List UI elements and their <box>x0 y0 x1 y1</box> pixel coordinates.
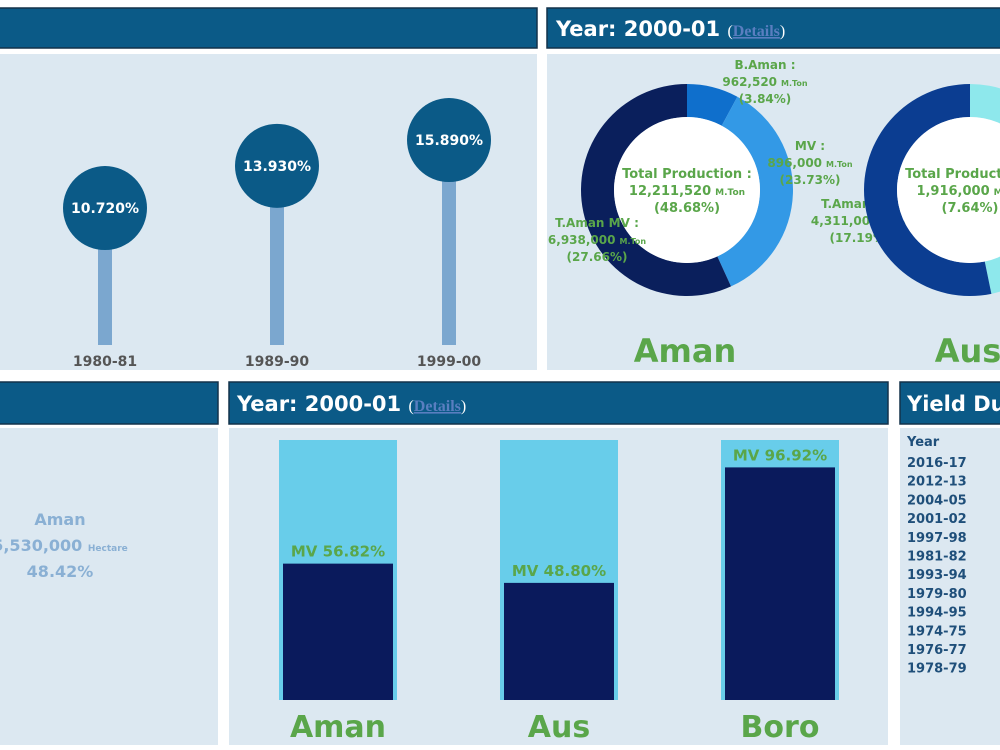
value: 896,000 <box>767 156 822 170</box>
total-label: Total Production : <box>905 167 1000 182</box>
segment-value: 6,938,000 M.Ton <box>548 233 646 247</box>
panel <box>0 428 218 745</box>
donut-segment <box>580 84 732 296</box>
value-label: MV 56.82% <box>291 543 385 561</box>
panel <box>900 428 1000 745</box>
value-label: 13.930% <box>243 159 311 175</box>
bar <box>504 582 614 700</box>
value: 962,520 <box>722 75 777 89</box>
value: 4,311,000 <box>811 214 879 228</box>
header-bar <box>0 381 219 425</box>
donut-hole <box>614 117 760 263</box>
value: 6,938,000 <box>548 233 616 247</box>
header-title: Year: 2000-01 (Details) <box>555 17 785 41</box>
header-bar <box>228 381 889 425</box>
details-link[interactable]: Details <box>733 23 780 40</box>
year-row: 1976-77 <box>907 643 967 658</box>
unit: M.Ton <box>826 160 853 169</box>
donut-name: Aman <box>634 332 736 370</box>
segment-share: (27.66%) <box>567 250 628 264</box>
paren: ( <box>408 398 413 415</box>
category-label: Boro <box>741 710 820 745</box>
donut-segment <box>864 84 992 296</box>
donut-hole <box>897 117 1000 263</box>
donut-name: Aus <box>935 332 1000 370</box>
paren: ) <box>461 398 466 415</box>
segment-value: 962,520 M.Ton <box>722 75 808 89</box>
details-link[interactable]: Details <box>414 398 461 415</box>
header-title: Yield Du <box>906 392 1000 416</box>
year-row: 2004-05 <box>907 493 967 508</box>
unit: Hectare <box>88 544 128 554</box>
year-row: 1979-80 <box>907 587 967 602</box>
value-label: MV 96.92% <box>733 446 827 464</box>
value: 12,211,520 <box>629 184 711 199</box>
year-row: 1974-75 <box>907 624 967 639</box>
donut-segment <box>687 84 738 126</box>
lollipop-head <box>63 166 147 251</box>
category-label: Aus <box>528 710 590 745</box>
stem <box>270 165 284 345</box>
lollipop-head <box>407 98 491 183</box>
header-bar <box>546 7 1000 49</box>
year-row: 1981-82 <box>907 550 967 565</box>
paren: ) <box>780 23 785 40</box>
year-row: 1993-94 <box>907 568 967 583</box>
total-share: (48.68%) <box>654 201 720 216</box>
area-share: 48.42% <box>27 562 94 581</box>
segment-name: T.Aman MV : <box>555 216 639 230</box>
stem <box>442 140 456 345</box>
segment-value: 896,000 M.Ton <box>767 156 853 170</box>
total-value: 1,916,000 M.Ton <box>916 184 1000 199</box>
total-label: Total Production : <box>622 167 752 182</box>
value-label: 15.890% <box>415 133 483 149</box>
year-row: 2016-17 <box>907 456 967 471</box>
unit: M.Ton <box>619 237 646 246</box>
segment-share: (23.73%) <box>780 173 841 187</box>
paren: ( <box>727 23 732 40</box>
title: Year: 2000-01 <box>236 392 401 416</box>
column-header: Year <box>906 435 940 450</box>
bar <box>725 467 835 700</box>
year-row: 2012-13 <box>907 475 967 490</box>
category-label: 1989-90 <box>245 354 310 370</box>
value-label: MV 48.80% <box>512 562 606 580</box>
year-row: 1997-98 <box>907 531 967 546</box>
unit: M.Ton <box>715 188 745 198</box>
area-name: Aman <box>34 510 85 529</box>
value-label: 10.720% <box>71 201 139 217</box>
category-label: Aman <box>290 710 386 745</box>
total-share: (7.64%) <box>942 201 999 216</box>
lollipop-head <box>235 123 319 208</box>
category-label: 1980-81 <box>73 354 137 370</box>
header-title: Year: 2000-01 (Details) <box>236 392 466 416</box>
segment-name: MV : <box>795 139 825 153</box>
year-row: 1994-95 <box>907 606 967 621</box>
bar <box>283 563 393 700</box>
unit: M.Ton <box>994 188 1000 198</box>
year-row: 1978-79 <box>907 662 967 677</box>
area-value: 5,530,000 Hectare <box>0 536 128 555</box>
value: 5,530,000 <box>0 536 82 555</box>
year-row: 2001-02 <box>907 512 967 527</box>
category-label: 1999-00 <box>417 354 482 370</box>
total-value: 12,211,520 M.Ton <box>629 184 745 199</box>
header-bar <box>899 381 1000 425</box>
donut-segment <box>970 84 1000 294</box>
donut-segment <box>717 96 793 287</box>
value: 1,916,000 <box>916 184 989 199</box>
header-bar <box>0 7 538 49</box>
unit: M.Ton <box>781 79 808 88</box>
title: Year: 2000-01 <box>555 17 720 41</box>
segment-share: (3.84%) <box>739 92 792 106</box>
segment-name: B.Aman : <box>734 58 795 72</box>
